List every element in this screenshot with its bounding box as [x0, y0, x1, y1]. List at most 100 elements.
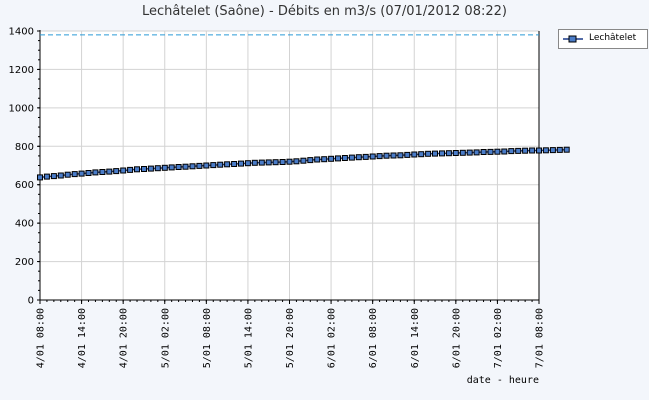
data-point [50, 173, 57, 180]
data-point [515, 147, 522, 154]
data-point [293, 158, 300, 165]
data-point [529, 147, 536, 154]
data-point [549, 147, 556, 154]
data-point [182, 163, 189, 170]
data-point [328, 155, 335, 162]
data-point [466, 149, 473, 156]
y-tick-label: 400 [15, 219, 34, 230]
data-point [286, 158, 293, 165]
x-tick-label: 7/01 08:00 [535, 308, 546, 368]
data-point [321, 156, 328, 163]
data-point [563, 146, 570, 153]
x-tick-label: 4/01 14:00 [77, 308, 88, 368]
data-point [238, 160, 244, 167]
chart-title: Lechâtelet (Saône) - Débits en m3/s (07/… [142, 4, 507, 19]
data-point [265, 159, 272, 166]
y-tick-label: 1000 [9, 103, 34, 114]
data-point [92, 169, 99, 176]
legend-label: Lechâtelet [589, 33, 637, 43]
data-point [300, 157, 307, 164]
data-point [106, 168, 113, 175]
data-point [383, 152, 390, 159]
data-point [161, 164, 168, 171]
data-point [480, 149, 487, 155]
data-point [64, 171, 71, 178]
y-tick-label: 0 [28, 296, 34, 307]
data-point [231, 161, 238, 167]
data-point [501, 148, 508, 155]
x-tick-label: 5/01 08:00 [202, 308, 213, 368]
data-point [542, 147, 549, 154]
y-tick-label: 1200 [9, 65, 34, 76]
data-point [348, 154, 355, 161]
y-tick-label: 600 [15, 180, 34, 191]
data-point [473, 149, 480, 156]
data-point [418, 151, 425, 158]
data-point [37, 174, 43, 181]
data-point [432, 150, 438, 157]
x-tick-label: 7/01 02:00 [493, 308, 504, 368]
data-point [154, 165, 161, 172]
data-point [522, 147, 529, 154]
data-point [335, 155, 341, 162]
x-tick-label: 5/01 02:00 [160, 308, 171, 368]
x-tick-label: 5/01 14:00 [243, 308, 254, 368]
data-point [369, 153, 376, 160]
data-point [341, 155, 348, 161]
data-point [189, 163, 196, 170]
data-point [127, 166, 134, 173]
data-point [439, 150, 445, 157]
x-tick-label: 6/01 08:00 [368, 308, 379, 368]
data-point [362, 153, 369, 160]
data-point [168, 164, 175, 171]
data-point [404, 151, 411, 158]
data-point [113, 168, 120, 175]
data-point [120, 167, 127, 174]
data-point [459, 149, 466, 156]
data-point [452, 150, 459, 156]
data-point [258, 159, 265, 166]
data-point [251, 159, 258, 166]
data-point [99, 169, 106, 175]
data-point [210, 162, 217, 169]
data-point [536, 147, 542, 154]
data-point [244, 160, 251, 167]
data-point [224, 161, 231, 168]
data-point [85, 170, 92, 176]
data-point [376, 153, 383, 160]
data-point [487, 148, 494, 155]
y-tick-label: 800 [15, 142, 34, 153]
data-point [272, 159, 279, 166]
data-point [314, 156, 321, 163]
data-point [57, 172, 64, 179]
x-tick-label: 6/01 20:00 [451, 308, 462, 368]
data-point [494, 148, 501, 155]
data-point [307, 157, 314, 164]
x-tick-label: 4/01 20:00 [119, 308, 130, 368]
data-point [43, 173, 50, 180]
data-point [355, 154, 362, 161]
data-point [78, 170, 85, 177]
data-point [445, 150, 452, 157]
x-tick-label: 5/01 20:00 [285, 308, 296, 368]
data-point [508, 148, 515, 155]
data-point [279, 159, 286, 165]
data-point [134, 166, 140, 173]
x-tick-label: 6/01 14:00 [410, 308, 421, 368]
data-point [390, 152, 397, 159]
legend: Lechâtelet [558, 29, 648, 49]
data-point [71, 171, 78, 178]
data-point [196, 162, 203, 169]
data-point [147, 165, 154, 172]
data-point [175, 164, 182, 170]
y-tick-label: 1400 [9, 27, 34, 38]
data-point [141, 166, 147, 172]
x-axis-label: date - heure [466, 375, 539, 386]
data-point [397, 152, 404, 159]
legend-swatch [563, 35, 583, 43]
data-point [203, 162, 210, 169]
y-tick-label: 200 [15, 257, 34, 268]
x-tick-label: 4/01 08:00 [36, 308, 47, 368]
data-point [556, 146, 563, 153]
